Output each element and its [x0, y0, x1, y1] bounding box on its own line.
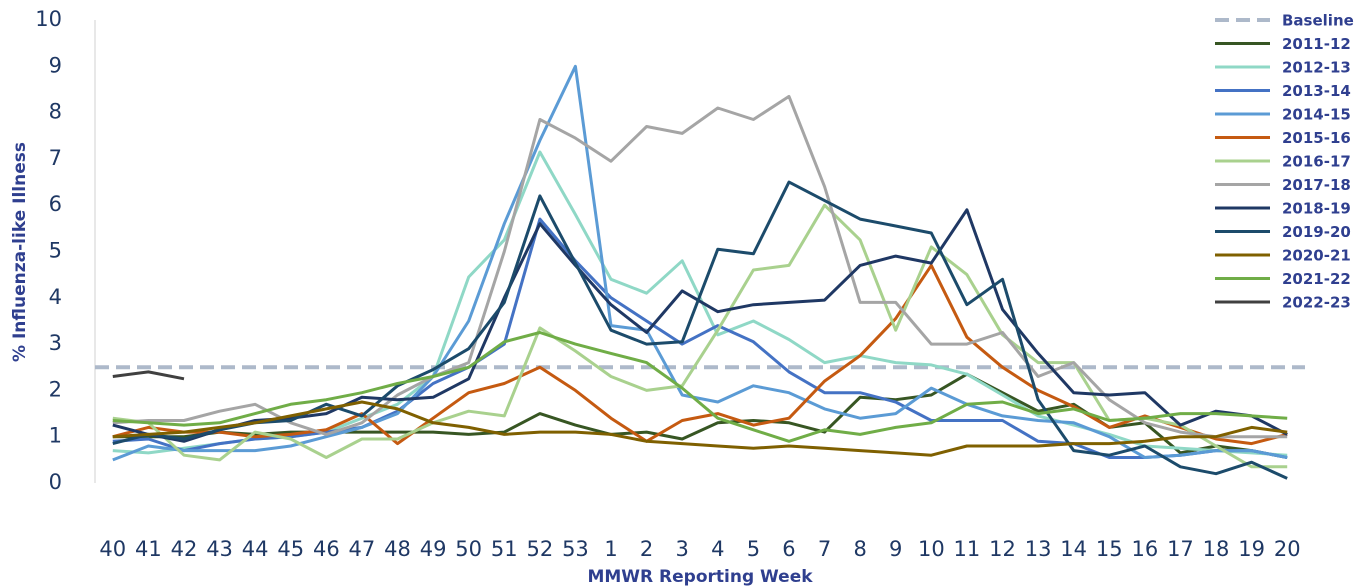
- legend-label: 2015-16: [1282, 129, 1351, 147]
- y-tick-label: 9: [49, 53, 62, 77]
- x-tick-label: 18: [1203, 537, 1230, 561]
- legend-label: 2019-20: [1282, 223, 1351, 241]
- legend-label: 2021-22: [1282, 270, 1351, 288]
- y-tick-label: 3: [49, 331, 62, 355]
- series-line: [112, 150, 1288, 457]
- legend-label: 2022-23: [1282, 294, 1351, 312]
- y-tick-label: 2: [49, 377, 62, 401]
- x-tick-label: 2: [640, 537, 653, 561]
- x-tick-label: 16: [1131, 537, 1158, 561]
- x-tick-label: 52: [526, 537, 553, 561]
- series-line: [112, 370, 185, 381]
- x-tick-label: 44: [242, 537, 269, 561]
- x-tick-label: 4: [711, 537, 724, 561]
- y-tick-label: 10: [35, 7, 62, 31]
- x-tick-label: 41: [135, 537, 162, 561]
- y-tick-label: 0: [49, 470, 62, 494]
- x-tick-label: 51: [491, 537, 518, 561]
- legend-label: 2016-17: [1282, 153, 1351, 171]
- x-tick-label: 48: [384, 537, 411, 561]
- series-line: [112, 203, 1288, 469]
- x-tick-label: 17: [1167, 537, 1194, 561]
- x-tick-label: 49: [420, 537, 447, 561]
- legend-label: 2012-13: [1282, 59, 1351, 77]
- y-tick-label: 5: [49, 239, 62, 263]
- series-line: [112, 400, 1288, 457]
- series-line: [112, 208, 1288, 443]
- y-tick-label: 7: [49, 146, 62, 170]
- x-tick-label: 43: [206, 537, 233, 561]
- x-tick-label: 8: [853, 537, 866, 561]
- series-line: [112, 217, 1288, 459]
- y-tick-label: 1: [49, 424, 62, 448]
- x-tick-label: 46: [313, 537, 340, 561]
- legend-label: 2014-15: [1282, 106, 1351, 124]
- x-tick-label: 47: [349, 537, 376, 561]
- x-tick-label: 50: [455, 537, 482, 561]
- x-tick-label: 45: [277, 537, 304, 561]
- x-tick-label: 42: [171, 537, 198, 561]
- x-tick-label: 5: [747, 537, 760, 561]
- legend-label: 2018-19: [1282, 200, 1351, 218]
- x-tick-label: 11: [954, 537, 981, 561]
- legend-label: 2020-21: [1282, 247, 1351, 265]
- x-tick-label: 19: [1238, 537, 1265, 561]
- legend-label: 2011-12: [1282, 35, 1351, 53]
- x-tick-label: 3: [676, 537, 689, 561]
- legend-label: 2017-18: [1282, 176, 1351, 194]
- legend-label: Baseline: [1282, 12, 1354, 30]
- x-tick-label: 1: [604, 537, 617, 561]
- y-tick-label: 6: [49, 192, 62, 216]
- x-tick-label: 20: [1274, 537, 1301, 561]
- legend-label: 2013-14: [1282, 82, 1351, 100]
- x-tick-label: 9: [889, 537, 902, 561]
- x-tick-label: 53: [562, 537, 589, 561]
- y-tick-label: 8: [49, 100, 62, 124]
- series-line: [112, 263, 1288, 446]
- x-tick-label: 6: [782, 537, 795, 561]
- x-axis-title: MMWR Reporting Week: [587, 567, 813, 587]
- x-tick-label: 15: [1096, 537, 1123, 561]
- x-tick-label: 10: [918, 537, 945, 561]
- x-tick-label: 40: [99, 537, 126, 561]
- x-tick-label: 12: [989, 537, 1016, 561]
- series-line: [112, 331, 1288, 443]
- y-axis-title: % Influenza-like Illness: [10, 142, 30, 362]
- series-line: [112, 64, 1288, 462]
- x-tick-label: 14: [1060, 537, 1087, 561]
- y-tick-label: 4: [49, 285, 62, 309]
- x-tick-label: 7: [818, 537, 831, 561]
- series-line: [112, 94, 1288, 439]
- x-tick-label: 13: [1025, 537, 1052, 561]
